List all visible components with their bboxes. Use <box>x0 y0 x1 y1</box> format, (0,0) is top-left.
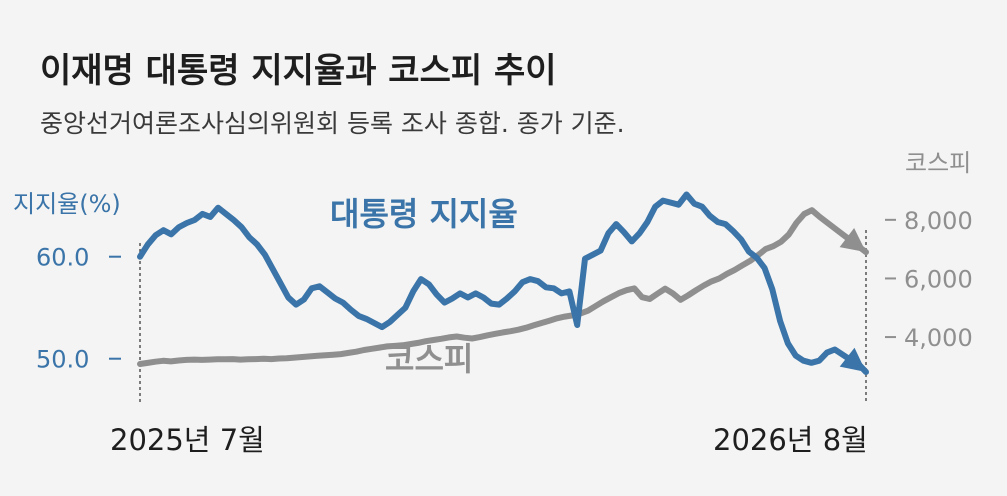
series-layer <box>137 191 869 375</box>
x-tick-start: 2025년 7월 <box>110 423 265 457</box>
chart-subtitle: 중앙선거여론조사심의위원회 등록 조사 종합. 종가 기준. <box>40 109 625 138</box>
approval-arrowhead <box>839 347 866 372</box>
chart-title: 이재명 대통령 지지율과 코스피 추이 <box>40 51 557 91</box>
left-axis-ticks: 60.0 50.0 <box>36 244 121 374</box>
series-label-approval: 대통령 지지율 <box>330 195 518 233</box>
x-tick-end: 2026년 8월 <box>713 423 868 457</box>
right-tick-label: 4,000 <box>904 324 973 352</box>
right-axis-label: 코스피 <box>905 149 971 177</box>
right-axis-ticks: 8,000 6,000 4,000 <box>885 207 973 352</box>
right-tick-label: 8,000 <box>904 207 973 235</box>
series-label-kospi: 코스피 <box>385 340 473 378</box>
right-tick-label: 6,000 <box>904 265 973 293</box>
kospi-line <box>137 207 869 367</box>
kospi-arrowhead <box>839 228 866 253</box>
left-tick-label: 50.0 <box>36 346 89 374</box>
left-tick-label: 60.0 <box>36 244 89 272</box>
approval-line <box>137 191 869 375</box>
left-axis-label: 지지율(%) <box>13 190 121 218</box>
